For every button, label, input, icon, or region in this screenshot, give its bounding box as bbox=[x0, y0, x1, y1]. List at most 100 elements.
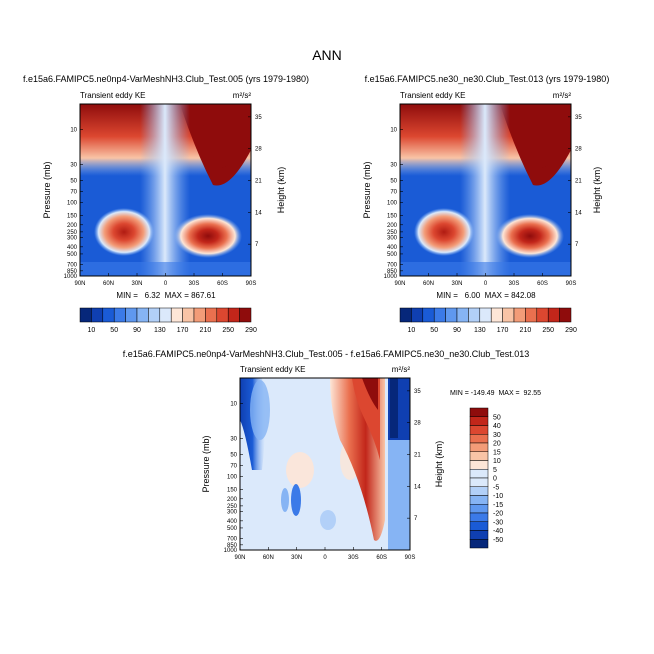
panel-1: f.e15a6.FAMIPC5.ne0np4-VarMeshNH3.Club_T… bbox=[23, 74, 309, 334]
colorbar-label: -15 bbox=[493, 502, 503, 509]
colorbar-swatch bbox=[170, 307, 183, 323]
xtick-label: 90N bbox=[394, 281, 405, 287]
colorbar-swatch bbox=[411, 307, 424, 323]
colorbar-label: 210 bbox=[520, 327, 532, 334]
panel-1-yticks-right: 35 28 21 14 7 bbox=[248, 115, 262, 248]
colorbar-swatch bbox=[479, 307, 492, 323]
ytick-label: 850 bbox=[67, 269, 78, 275]
xtick-label: 90S bbox=[566, 281, 577, 287]
ytick-label: 850 bbox=[227, 543, 238, 549]
colorbar-label: -10 bbox=[493, 493, 503, 500]
colorbar-label: 50 bbox=[110, 327, 118, 334]
ytick-label: 400 bbox=[67, 245, 78, 251]
ytick-label: 700 bbox=[387, 263, 398, 269]
panel-1-y2label: Height (km) bbox=[276, 167, 286, 214]
ytick-label: 200 bbox=[227, 497, 238, 503]
ytick-label: 70 bbox=[70, 189, 77, 195]
colorbar-swatch bbox=[469, 460, 489, 470]
colorbar-swatch bbox=[469, 486, 489, 496]
colorbar-swatch bbox=[469, 416, 489, 426]
panel-2: f.e15a6.FAMIPC5.ne30_ne30.Club_Test.013 … bbox=[362, 74, 609, 334]
panel-2-colorbar bbox=[399, 307, 572, 323]
colorbar-label: -30 bbox=[493, 519, 503, 526]
ytick-label: 50 bbox=[70, 179, 77, 185]
colorbar-swatch bbox=[422, 307, 435, 323]
y2tick-label: 35 bbox=[575, 115, 582, 121]
colorbar-swatch bbox=[469, 504, 489, 514]
colorbar-swatch bbox=[469, 434, 489, 444]
ytick-label: 200 bbox=[387, 223, 398, 229]
xtick-label: 90S bbox=[246, 281, 257, 287]
panel-3-subtitle: Transient eddy KE bbox=[240, 365, 306, 374]
panel-1-subtitle: Transient eddy KE bbox=[80, 91, 146, 100]
colorbar-swatch bbox=[182, 307, 195, 323]
colorbar-label: 15 bbox=[493, 449, 501, 456]
panel-3-yticks-right: 35 28 21 14 7 bbox=[407, 389, 421, 522]
colorbar-label: 40 bbox=[493, 423, 501, 430]
colorbar-swatch bbox=[399, 307, 412, 323]
colorbar-swatch bbox=[125, 307, 138, 323]
xtick-label: 30N bbox=[291, 555, 302, 561]
colorbar-swatch bbox=[469, 407, 489, 417]
ytick-label: 300 bbox=[387, 236, 398, 242]
colorbar-label: 10 bbox=[88, 327, 96, 334]
colorbar-label: 10 bbox=[408, 327, 416, 334]
colorbar-swatch bbox=[469, 539, 489, 549]
colorbar-label: -40 bbox=[493, 528, 503, 535]
y2tick-label: 14 bbox=[255, 210, 262, 216]
panel-1-field bbox=[80, 104, 251, 276]
colorbar-swatch bbox=[513, 307, 526, 323]
ytick-label: 250 bbox=[227, 504, 238, 510]
panel-3-y2label: Height (km) bbox=[434, 441, 444, 488]
ytick-label: 300 bbox=[67, 236, 78, 242]
xtick-label: 60S bbox=[376, 555, 387, 561]
colorbar-swatch bbox=[469, 451, 489, 461]
colorbar-label: -20 bbox=[493, 511, 503, 518]
y2tick-label: 28 bbox=[414, 421, 421, 427]
panel-1-title: f.e15a6.FAMIPC5.ne0np4-VarMeshNH3.Club_T… bbox=[23, 74, 309, 84]
panel-2-xticks: 90N 60N 30N 0 30S 60S 90S bbox=[394, 273, 576, 287]
panel-3-field bbox=[240, 378, 410, 550]
ytick-label: 1000 bbox=[224, 548, 238, 554]
colorbar-label: 50 bbox=[430, 327, 438, 334]
ytick-label: 100 bbox=[387, 201, 398, 207]
ytick-label: 150 bbox=[67, 214, 78, 220]
colorbar-label: 170 bbox=[497, 327, 509, 334]
ytick-label: 50 bbox=[230, 453, 237, 459]
y2tick-label: 14 bbox=[575, 210, 582, 216]
colorbar-label: 170 bbox=[177, 327, 189, 334]
xtick-label: 0 bbox=[323, 555, 327, 561]
colorbar-swatch bbox=[239, 307, 252, 323]
ytick-label: 150 bbox=[227, 488, 238, 494]
colorbar-swatch bbox=[469, 477, 489, 487]
colorbar-label: 290 bbox=[565, 327, 577, 334]
ytick-label: 50 bbox=[390, 179, 397, 185]
ytick-label: 400 bbox=[387, 245, 398, 251]
ytick-label: 400 bbox=[227, 519, 238, 525]
panel-2-yticks-right: 35 28 21 14 7 bbox=[568, 115, 582, 248]
y2tick-label: 35 bbox=[414, 389, 421, 395]
ytick-label: 10 bbox=[230, 401, 237, 407]
colorbar-swatch bbox=[159, 307, 172, 323]
colorbar-label: 5 bbox=[493, 467, 497, 474]
colorbar-swatch bbox=[216, 307, 229, 323]
xtick-label: 60N bbox=[423, 281, 434, 287]
y2tick-label: 21 bbox=[575, 179, 582, 185]
ytick-label: 70 bbox=[230, 463, 237, 469]
colorbar-swatch bbox=[469, 512, 489, 522]
y2tick-label: 21 bbox=[414, 453, 421, 459]
panel-2-title: f.e15a6.FAMIPC5.ne30_ne30.Club_Test.013 … bbox=[365, 74, 610, 84]
xtick-label: 30N bbox=[131, 281, 142, 287]
colorbar-label: -50 bbox=[493, 537, 503, 544]
xtick-label: 30N bbox=[451, 281, 462, 287]
colorbar-swatch bbox=[91, 307, 104, 323]
y2tick-label: 14 bbox=[414, 484, 421, 490]
y2tick-label: 7 bbox=[575, 242, 579, 248]
panel-3: f.e15a6.FAMIPC5.ne0np4-VarMeshNH3.Club_T… bbox=[123, 349, 541, 561]
y2tick-label: 35 bbox=[255, 115, 262, 121]
panel-2-y2label: Height (km) bbox=[592, 167, 602, 214]
ytick-label: 10 bbox=[70, 127, 77, 133]
panel-3-title: f.e15a6.FAMIPC5.ne0np4-VarMeshNH3.Club_T… bbox=[123, 349, 530, 359]
